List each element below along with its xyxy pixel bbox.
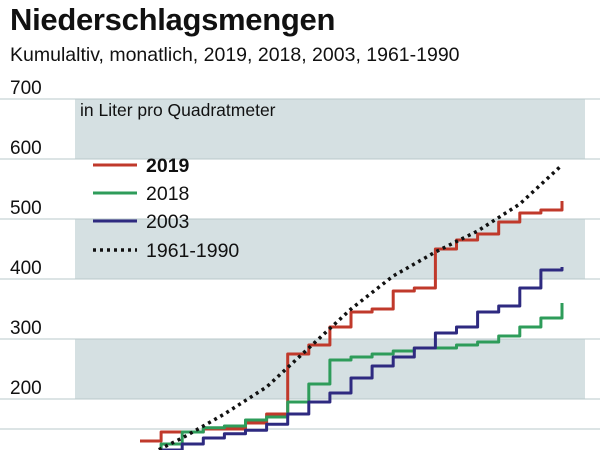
y-axis-ticks: 200 300 400 500 600 700 — [10, 78, 42, 399]
series-line-2019 — [140, 201, 564, 443]
y-tick-label: 300 — [10, 318, 42, 339]
y-tick-label: 600 — [10, 138, 42, 159]
chart-subtitle: Kumulaltiv, monatlich, 2019, 2018, 2003,… — [10, 44, 460, 66]
series-line-1961-1990 — [154, 163, 564, 450]
y-tick-label: 500 — [10, 198, 42, 219]
y-tick-label: 200 — [10, 378, 42, 399]
series-line-2018 — [159, 303, 564, 450]
legend-label-2003: 2003 — [146, 211, 189, 233]
legend-label-2018: 2018 — [146, 183, 189, 205]
y-tick-label: 700 — [10, 78, 42, 99]
legend-label-1961-1990: 1961-1990 — [146, 240, 239, 262]
legend: 2019 2018 2003 1961-1990 — [93, 155, 239, 262]
grid-band-0 — [75, 99, 585, 159]
unit-label: in Liter pro Quadratmeter — [80, 100, 276, 120]
y-tick-label: 400 — [10, 258, 42, 279]
grid-bands — [0, 98, 600, 430]
chart-title: Niederschlagsmengen — [10, 2, 336, 37]
series-lines — [140, 163, 564, 450]
series-line-2003 — [159, 267, 564, 450]
legend-label-2019: 2019 — [146, 155, 190, 177]
